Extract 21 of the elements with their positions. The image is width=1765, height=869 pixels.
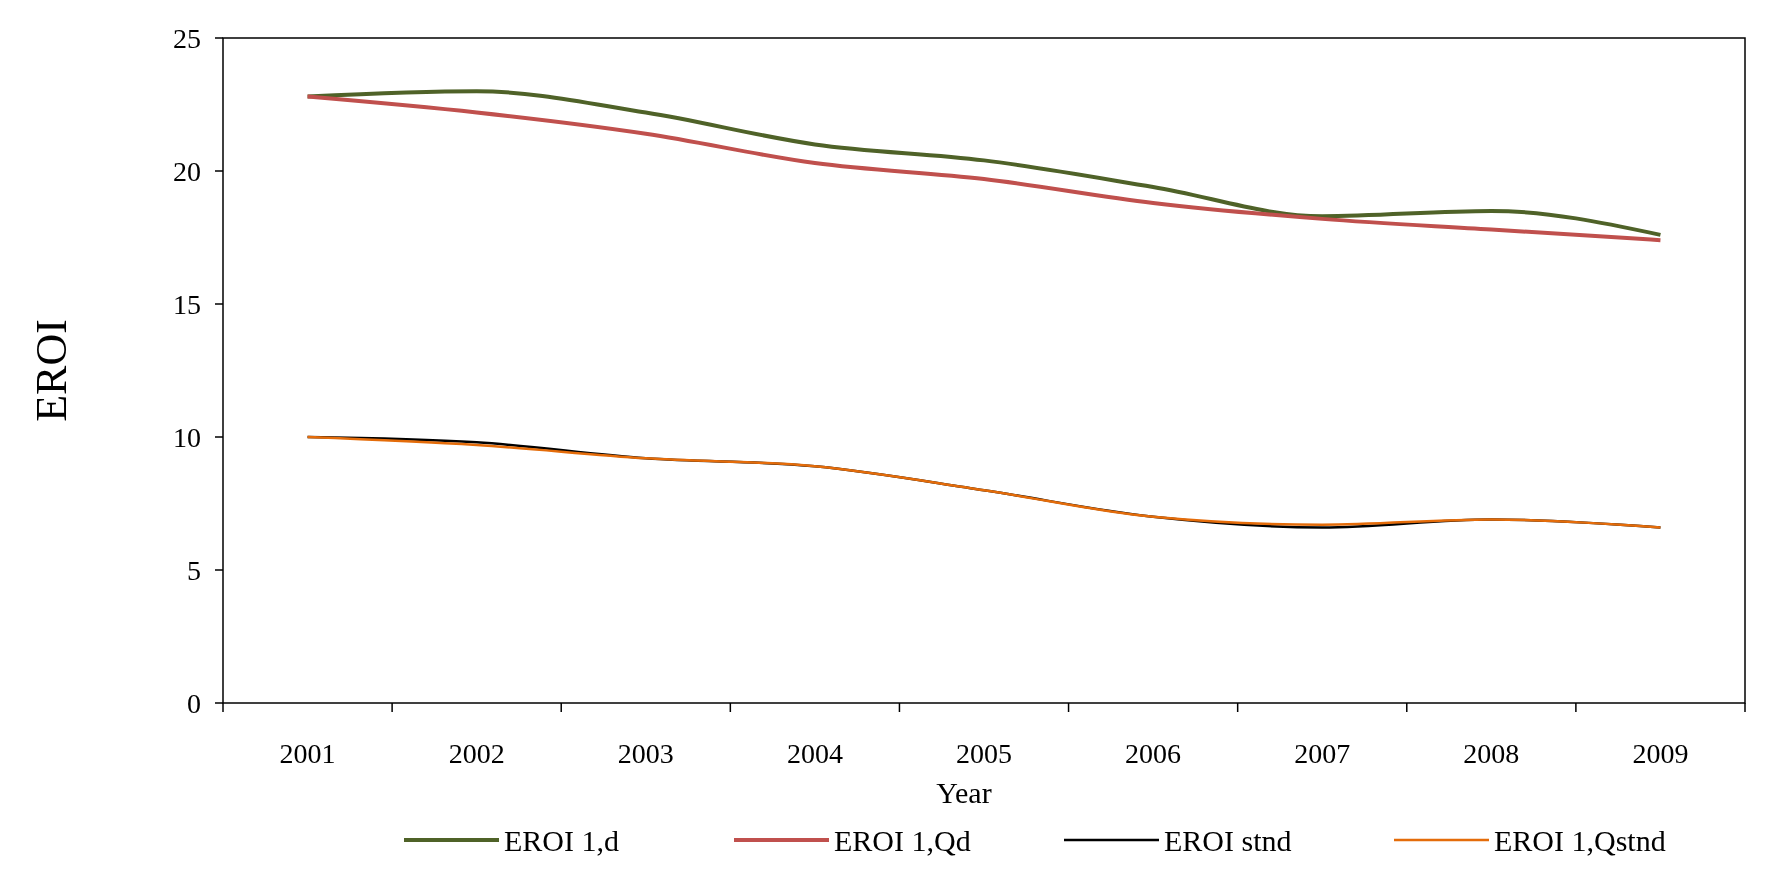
x-tick-label: 2006 <box>1125 738 1182 769</box>
x-tick-label: 2009 <box>1632 738 1689 769</box>
x-tick-label: 2003 <box>617 738 674 769</box>
y-tick-label: 15 <box>173 288 201 320</box>
x-tick-label: 2008 <box>1463 738 1520 769</box>
legend-label: EROI 1,Qstnd <box>1494 823 1666 857</box>
y-tick-label: 10 <box>173 421 201 453</box>
x-tick-label: 2002 <box>448 738 505 769</box>
y-tick-label: 0 <box>187 687 201 719</box>
y-axis-title: EROI <box>27 319 76 422</box>
x-tick-label: 2005 <box>956 738 1012 769</box>
y-tick-label: 5 <box>187 554 201 586</box>
y-tick-label: 25 <box>173 22 201 54</box>
x-tick-label: 2004 <box>786 738 843 769</box>
x-tick-label: 2007 <box>1294 738 1351 769</box>
legend-label: EROI stnd <box>1164 823 1292 857</box>
x-axis-title: Year <box>936 776 992 809</box>
x-tick-label: 2001 <box>279 738 336 769</box>
legend-label: EROI 1,Qd <box>834 823 971 857</box>
y-tick-label: 20 <box>173 155 201 187</box>
legend-label: EROI 1,d <box>504 823 619 857</box>
